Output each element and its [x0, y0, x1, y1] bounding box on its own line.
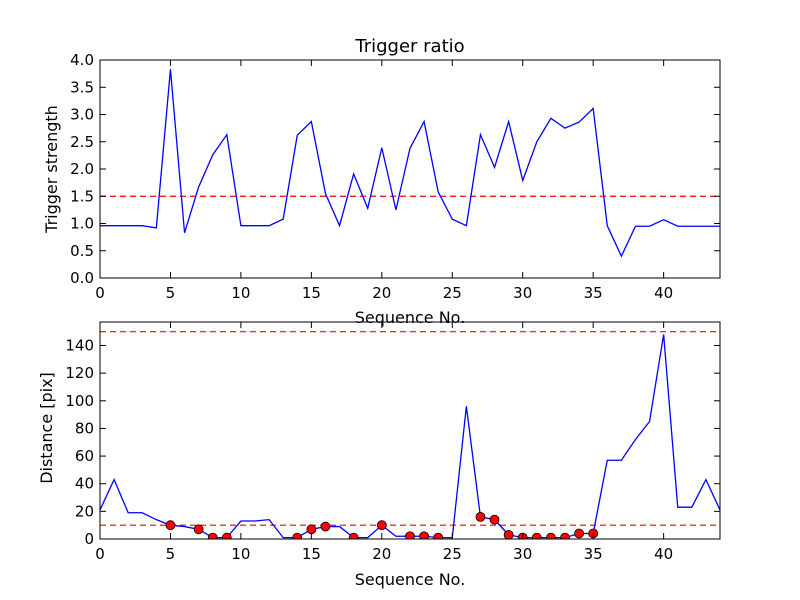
y-tick-label: 40: [75, 475, 94, 493]
x-tick-label: 5: [166, 545, 176, 563]
data-point: [433, 532, 444, 539]
data-point: [560, 532, 570, 539]
x-tick-label: 40: [654, 545, 673, 563]
data-point: [531, 532, 542, 539]
x-axis-label: Sequence No.: [355, 308, 466, 327]
y-tick-label: 0: [84, 530, 94, 548]
data-point: [405, 531, 415, 539]
distance-plot: Sequence No. Distance [pix] 0 5 10 15 20 25 30…: [37, 321, 721, 589]
x-tick-label: 20: [372, 284, 391, 302]
x-tick-label: 40: [654, 284, 673, 302]
y-tick-label: 4.0: [70, 51, 94, 69]
y-axis-label: Trigger strength: [42, 105, 61, 234]
x-tick-label: 25: [443, 545, 462, 563]
y-tick-label: 3.0: [70, 106, 94, 124]
x-tick-label: 10: [231, 545, 250, 563]
x-axis-label: Sequence No.: [355, 570, 466, 589]
axes-frame: [99, 321, 721, 540]
x-tick-label: 15: [302, 545, 321, 563]
data-point: [376, 520, 387, 531]
data-point: [489, 514, 500, 525]
x-tick-label: 25: [443, 284, 462, 302]
plot-area: [100, 69, 720, 258]
x-tick-label: 35: [584, 284, 603, 302]
x-tick-label: 0: [95, 545, 105, 563]
y-tick-label: 0.0: [70, 269, 94, 287]
x-tick-label: 30: [513, 545, 532, 563]
x-tick-label: 30: [513, 284, 532, 302]
data-point: [546, 532, 556, 539]
y-tick-label: 20: [75, 502, 94, 520]
x-tick-label: 35: [584, 545, 603, 563]
y-tick-label: 140: [65, 336, 94, 354]
y-tick-label: 120: [65, 364, 94, 382]
data-point: [320, 521, 331, 532]
data-point: [207, 532, 218, 539]
data-point: [221, 532, 232, 539]
data-point: [306, 524, 317, 535]
x-tick-label: 10: [231, 284, 250, 302]
chart-title: Trigger ratio: [354, 36, 464, 57]
data-point: [419, 531, 429, 539]
y-axis-label: Distance [pix]: [37, 372, 56, 484]
data-point: [193, 524, 204, 535]
x-tick-label: 20: [372, 545, 391, 563]
data-point: [574, 528, 584, 539]
data-point: [475, 511, 486, 522]
y-tick-label: 1.0: [70, 215, 94, 233]
y-tick-label: 2.0: [70, 160, 94, 178]
data-point: [292, 532, 303, 539]
x-tick-label: 5: [166, 284, 176, 302]
y-tick-label: 1.5: [70, 187, 94, 205]
data-point: [165, 520, 176, 531]
data-point: [503, 529, 514, 539]
trigger-ratio-plot: Trigger ratio Sequence No. Trigger stren…: [42, 36, 721, 327]
y-tick-label: 3.5: [70, 78, 94, 96]
y-tick-label: 80: [75, 419, 94, 437]
x-tick-label: 0: [95, 284, 105, 302]
y-tick-label: 0.5: [70, 242, 94, 260]
data-point: [348, 532, 359, 539]
series-line: [100, 69, 720, 258]
y-tick-label: 2.5: [70, 133, 94, 151]
y-tick-label: 60: [75, 447, 94, 465]
x-tick-label: 15: [302, 284, 321, 302]
y-tick-label: 100: [65, 392, 94, 410]
